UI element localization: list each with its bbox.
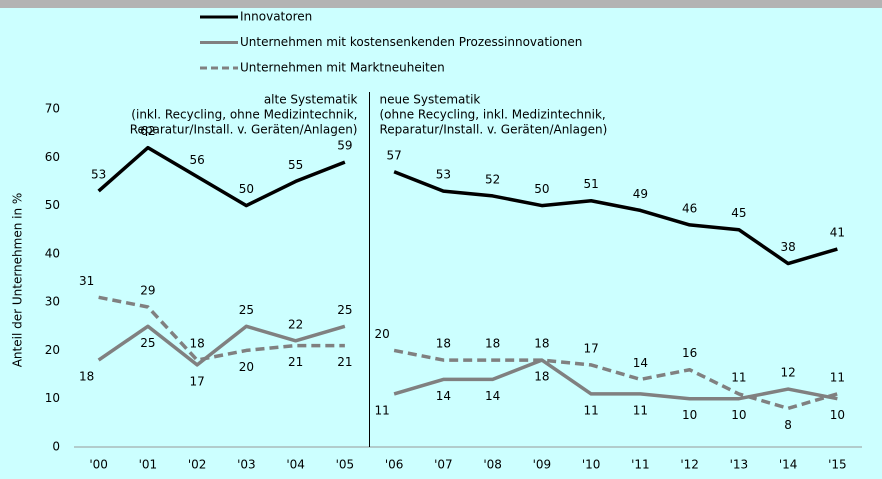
y-tick-label: 60 bbox=[45, 150, 60, 164]
y-axis-label: Anteil der Unternehmen in % bbox=[11, 193, 25, 368]
series-line bbox=[393, 170, 838, 266]
data-label: 10 bbox=[830, 408, 845, 422]
y-tick-label: 20 bbox=[45, 343, 60, 357]
x-tick-label: '01 bbox=[139, 458, 158, 472]
x-tick-label: '13 bbox=[730, 458, 749, 472]
section-annotation: neue Systematik bbox=[380, 93, 481, 107]
x-tick-label: '00 bbox=[89, 458, 108, 472]
x-tick-label: '02 bbox=[188, 458, 207, 472]
y-tick-label: 10 bbox=[45, 391, 60, 405]
data-label: 11 bbox=[633, 403, 648, 417]
series-line bbox=[393, 358, 838, 401]
data-label: 14 bbox=[485, 389, 500, 403]
data-label: 17 bbox=[583, 341, 598, 355]
data-label: 21 bbox=[337, 355, 352, 369]
x-tick-label: '03 bbox=[237, 458, 256, 472]
top-band bbox=[0, 0, 882, 8]
series-line bbox=[97, 324, 346, 367]
data-label: 46 bbox=[682, 201, 697, 215]
data-label: 50 bbox=[239, 182, 254, 196]
y-tick-label: 0 bbox=[52, 440, 60, 454]
y-tick-label: 40 bbox=[45, 246, 60, 260]
series-line bbox=[393, 348, 838, 411]
data-label: 11 bbox=[374, 403, 389, 417]
section-annotation: (inkl. Recycling, ohne Medizintechnik, bbox=[131, 108, 357, 122]
series-line bbox=[97, 145, 346, 208]
data-label: 51 bbox=[583, 177, 598, 191]
data-label: 12 bbox=[780, 366, 795, 380]
data-label: 17 bbox=[189, 374, 204, 388]
data-label: 8 bbox=[784, 418, 792, 432]
data-label: 20 bbox=[374, 327, 389, 341]
data-label: 25 bbox=[140, 336, 155, 350]
data-label: 52 bbox=[485, 172, 500, 186]
data-label: 57 bbox=[386, 148, 401, 162]
legend-label: Innovatoren bbox=[240, 10, 312, 24]
data-label: 10 bbox=[731, 408, 746, 422]
data-label: 18 bbox=[534, 337, 549, 351]
x-tick-label: '08 bbox=[483, 458, 502, 472]
x-tick-label: '06 bbox=[385, 458, 404, 472]
data-label: 14 bbox=[436, 389, 451, 403]
y-tick-label: 70 bbox=[45, 102, 60, 116]
data-label: 25 bbox=[239, 303, 254, 317]
data-label: 18 bbox=[436, 337, 451, 351]
data-label: 38 bbox=[780, 240, 795, 254]
data-label: 25 bbox=[337, 303, 352, 317]
x-tick-label: '10 bbox=[582, 458, 601, 472]
section-annotation: Reparatur/Install. v. Geräten/Anlagen) bbox=[130, 123, 358, 137]
x-tick-label: '12 bbox=[680, 458, 699, 472]
series-line bbox=[98, 295, 345, 362]
x-tick-label: '04 bbox=[286, 458, 305, 472]
data-label: 14 bbox=[633, 356, 648, 370]
data-label: 41 bbox=[830, 226, 845, 240]
data-label: 53 bbox=[436, 168, 451, 182]
data-label: 18 bbox=[189, 337, 204, 351]
y-tick-label: 30 bbox=[45, 295, 60, 309]
data-label: 55 bbox=[288, 158, 303, 172]
y-tick-label: 50 bbox=[45, 198, 60, 212]
x-tick-label: '09 bbox=[533, 458, 552, 472]
data-label: 10 bbox=[682, 408, 697, 422]
x-tick-label: '07 bbox=[434, 458, 453, 472]
x-tick-label: '05 bbox=[336, 458, 355, 472]
data-label: 31 bbox=[79, 274, 94, 288]
section-annotation: alte Systematik bbox=[264, 93, 358, 107]
section-annotation: (ohne Recycling, inkl. Medizintechnik, bbox=[380, 108, 606, 122]
data-label: 49 bbox=[633, 187, 648, 201]
data-label: 56 bbox=[189, 153, 204, 167]
data-label: 50 bbox=[534, 182, 549, 196]
data-label: 59 bbox=[337, 139, 352, 153]
data-label: 21 bbox=[288, 355, 303, 369]
data-label: 45 bbox=[731, 206, 746, 220]
data-label: 20 bbox=[239, 360, 254, 374]
data-label: 22 bbox=[288, 317, 303, 331]
data-label: 16 bbox=[682, 346, 697, 360]
data-label: 53 bbox=[91, 168, 106, 182]
legend-label: Unternehmen mit Marktneuheiten bbox=[240, 61, 445, 75]
data-label: 11 bbox=[731, 370, 746, 384]
data-label: 62 bbox=[140, 124, 155, 138]
x-tick-label: '11 bbox=[631, 458, 650, 472]
data-label: 18 bbox=[534, 370, 549, 384]
data-label: 29 bbox=[140, 283, 155, 297]
data-label: 11 bbox=[830, 370, 845, 384]
legend-label: Unternehmen mit kostensenkenden Prozessi… bbox=[240, 35, 582, 49]
x-tick-label: '14 bbox=[779, 458, 798, 472]
data-label: 18 bbox=[485, 337, 500, 351]
x-tick-label: '15 bbox=[828, 458, 847, 472]
data-label: 11 bbox=[583, 403, 598, 417]
data-label: 18 bbox=[79, 370, 94, 384]
section-annotation: Reparatur/Install. v. Geräten/Anlagen) bbox=[380, 123, 608, 137]
